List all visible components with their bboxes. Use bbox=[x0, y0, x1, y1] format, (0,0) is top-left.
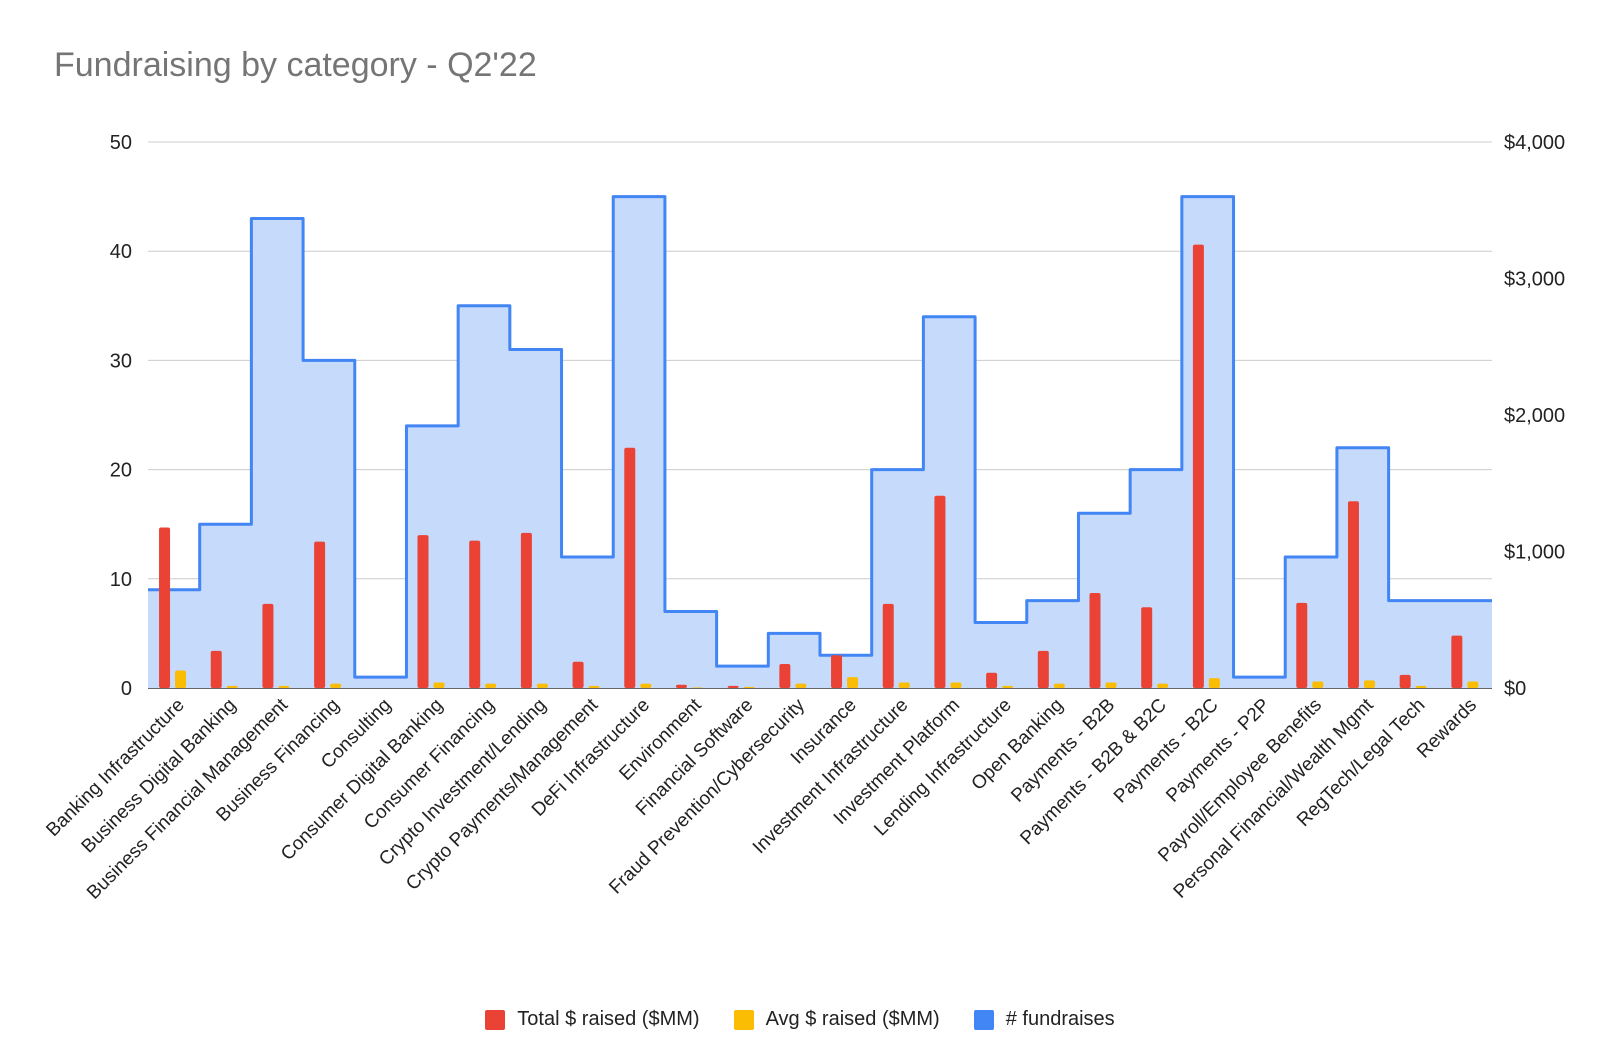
bar-total-raised bbox=[469, 540, 481, 688]
bar-total-raised bbox=[882, 603, 894, 688]
legend: Total $ raised ($MM) Avg $ raised ($MM) … bbox=[0, 1008, 1600, 1031]
bar-total-raised bbox=[1037, 650, 1049, 688]
bar-total-raised bbox=[262, 603, 274, 688]
bar-total-raised bbox=[1399, 674, 1411, 688]
right-tick-label: $1,000 bbox=[1504, 542, 1565, 564]
legend-label-total: Total $ raised ($MM) bbox=[517, 1008, 700, 1030]
bar-total-raised bbox=[1296, 602, 1308, 688]
bar-total-raised bbox=[1451, 635, 1463, 688]
bar-avg-raised bbox=[1105, 682, 1117, 688]
bar-avg-raised bbox=[278, 685, 290, 688]
bar-avg-raised bbox=[1467, 681, 1479, 688]
bar-avg-raised bbox=[588, 685, 600, 688]
fundraises-step-line bbox=[148, 195, 1492, 679]
bar-total-raised bbox=[520, 532, 532, 688]
fundraises-area bbox=[148, 195, 1492, 688]
legend-item-avg[interactable]: Avg $ raised ($MM) bbox=[733, 1008, 940, 1031]
bar-total-raised bbox=[727, 685, 739, 688]
bar-avg-raised bbox=[1157, 683, 1169, 688]
bar-avg-raised bbox=[1312, 681, 1324, 688]
bar-total-raised bbox=[1192, 244, 1204, 688]
bar-total-raised bbox=[1347, 501, 1359, 688]
bar-total-raised bbox=[314, 541, 326, 688]
left-tick-label: 10 bbox=[110, 569, 132, 591]
left-tick-label: 20 bbox=[110, 460, 132, 482]
bar-avg-raised bbox=[1415, 685, 1427, 688]
bar-avg-raised bbox=[898, 682, 910, 688]
bar-avg-raised bbox=[536, 683, 548, 688]
right-tick-label: $4,000 bbox=[1504, 132, 1565, 154]
x-tick-label: Business Financial Management bbox=[83, 694, 293, 904]
legend-label-avg: Avg $ raised ($MM) bbox=[765, 1008, 940, 1030]
bars bbox=[159, 244, 1479, 688]
left-tick-label: 30 bbox=[110, 350, 132, 372]
legend-label-fundraises: # fundraises bbox=[1005, 1008, 1115, 1030]
bar-avg-raised bbox=[1053, 683, 1065, 688]
bar-total-raised bbox=[417, 535, 429, 688]
legend-item-fundraises[interactable]: # fundraises bbox=[973, 1008, 1115, 1031]
bar-avg-raised bbox=[1363, 680, 1375, 688]
bar-avg-raised bbox=[847, 677, 859, 688]
chart-plot: 01020304050$0$1,000$2,000$3,000$4,000Ban… bbox=[42, 132, 1565, 904]
bar-avg-raised bbox=[640, 683, 652, 688]
bar-avg-raised bbox=[433, 682, 445, 688]
bar-total-raised bbox=[210, 650, 222, 688]
left-tick-label: 40 bbox=[110, 241, 132, 263]
bar-total-raised bbox=[624, 447, 636, 688]
bar-avg-raised bbox=[743, 686, 755, 688]
bar-avg-raised bbox=[330, 683, 342, 688]
bar-total-raised bbox=[675, 684, 687, 688]
bar-total-raised bbox=[831, 655, 843, 688]
bar-total-raised bbox=[572, 661, 584, 688]
right-tick-label: $2,000 bbox=[1504, 405, 1565, 427]
legend-swatch-avg bbox=[733, 1009, 754, 1030]
x-tick-label: Open Banking bbox=[968, 695, 1068, 795]
bar-avg-raised bbox=[1208, 678, 1220, 688]
bar-total-raised bbox=[159, 527, 171, 688]
bar-total-raised bbox=[986, 672, 998, 688]
bar-total-raised bbox=[1089, 592, 1101, 688]
bar-total-raised bbox=[1141, 607, 1153, 688]
left-tick-label: 50 bbox=[110, 132, 132, 154]
chart-title: Fundraising by category - Q2'22 bbox=[54, 46, 537, 84]
bar-avg-raised bbox=[691, 687, 703, 688]
legend-swatch-total bbox=[485, 1009, 506, 1030]
bar-avg-raised bbox=[175, 670, 187, 688]
legend-swatch-fundraises bbox=[973, 1009, 994, 1030]
fundraises-area-fill bbox=[148, 196, 1492, 688]
bar-total-raised bbox=[934, 495, 946, 688]
right-tick-label: $0 bbox=[1504, 678, 1526, 700]
legend-item-total[interactable]: Total $ raised ($MM) bbox=[485, 1008, 700, 1031]
bar-avg-raised bbox=[795, 683, 807, 688]
bar-avg-raised bbox=[226, 685, 238, 688]
right-tick-label: $3,000 bbox=[1504, 269, 1565, 291]
bar-total-raised bbox=[779, 663, 791, 688]
bar-avg-raised bbox=[485, 683, 497, 688]
bar-avg-raised bbox=[1002, 685, 1014, 688]
bar-avg-raised bbox=[950, 682, 962, 688]
left-tick-label: 0 bbox=[121, 678, 132, 700]
